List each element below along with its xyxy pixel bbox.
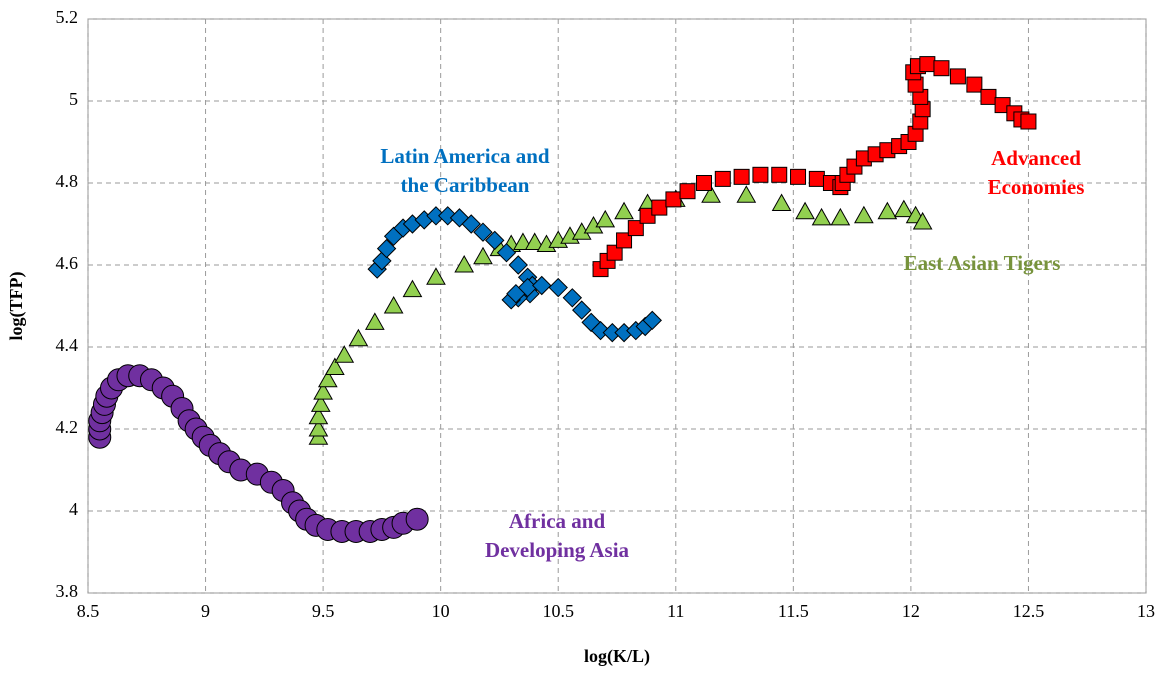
marker [402,279,423,298]
x-tick-label: 11.5 [778,601,809,621]
marker [1020,113,1037,130]
marker [317,369,338,388]
y-tick-label: 5 [69,89,78,109]
marker [473,222,493,242]
marker [651,199,668,216]
marker [808,170,825,187]
marker [933,60,950,77]
marker [994,97,1011,114]
marker [485,230,505,251]
x-axis-title: log(K/L) [584,646,650,667]
series-label: East Asian Tigers [904,251,1061,275]
marker [966,76,983,93]
marker [616,232,633,249]
marker [461,214,481,234]
y-tick-label: 4.4 [56,335,79,355]
x-tick-label: 10.5 [542,601,574,621]
x-tick-label: 10 [432,601,450,621]
marker [854,205,874,224]
series-label: Latin America and [380,144,549,168]
marker [508,255,528,275]
y-tick-label: 4.2 [56,417,79,437]
y-tick-label: 5.2 [56,7,79,27]
marker [614,201,634,220]
marker [714,170,731,187]
marker [736,185,757,203]
x-tick-label: 12.5 [1013,601,1045,621]
marker [980,88,997,105]
marker [679,183,696,200]
marker [473,246,493,265]
marker [524,232,545,250]
marker [790,168,807,185]
x-tick-label: 13 [1137,601,1155,621]
marker [771,166,788,183]
marker [308,418,329,437]
marker [313,382,333,400]
series-label: Economies [988,175,1085,199]
marker [912,211,933,230]
marker [701,185,721,203]
marker [383,295,404,314]
x-tick-label: 8.5 [77,601,100,621]
x-tick-label: 9 [201,601,210,621]
y-tick-label: 4.8 [56,171,79,191]
marker [811,207,832,226]
marker [548,277,568,298]
marker [364,312,385,330]
marker [752,166,769,183]
marker [308,406,329,425]
marker [376,238,397,259]
marker [496,242,517,263]
marker [877,201,898,220]
marker [893,199,914,218]
marker [771,193,792,211]
marker [572,300,592,320]
marker [949,68,966,85]
marker [562,288,583,308]
marker [405,507,429,531]
marker [606,244,623,261]
marker [426,267,446,285]
marker [639,207,656,224]
series-label: Advanced [991,146,1081,170]
marker [454,254,475,273]
marker [830,207,851,226]
marker [325,357,345,375]
marker [642,310,662,331]
marker [310,394,331,412]
marker [532,275,552,296]
marker [595,209,616,228]
y-tick-label: 4.6 [56,253,79,273]
y-axis-title: log(TFP) [6,272,27,341]
y-tick-label: 3.8 [56,581,79,601]
marker [795,201,815,220]
x-tick-label: 12 [902,601,920,621]
marker [695,175,712,191]
marker [334,345,355,363]
marker [348,328,369,347]
marker [627,220,644,237]
series-label: Africa and [509,509,606,533]
x-tick-label: 9.5 [312,601,335,621]
x-tick-label: 11 [667,601,684,621]
series-label: the Caribbean [401,173,530,197]
marker [733,168,750,185]
marker [665,191,682,208]
y-tick-label: 4 [69,499,78,519]
marker [919,56,936,73]
series-label: Developing Asia [485,538,630,562]
plot-area [87,18,1147,594]
